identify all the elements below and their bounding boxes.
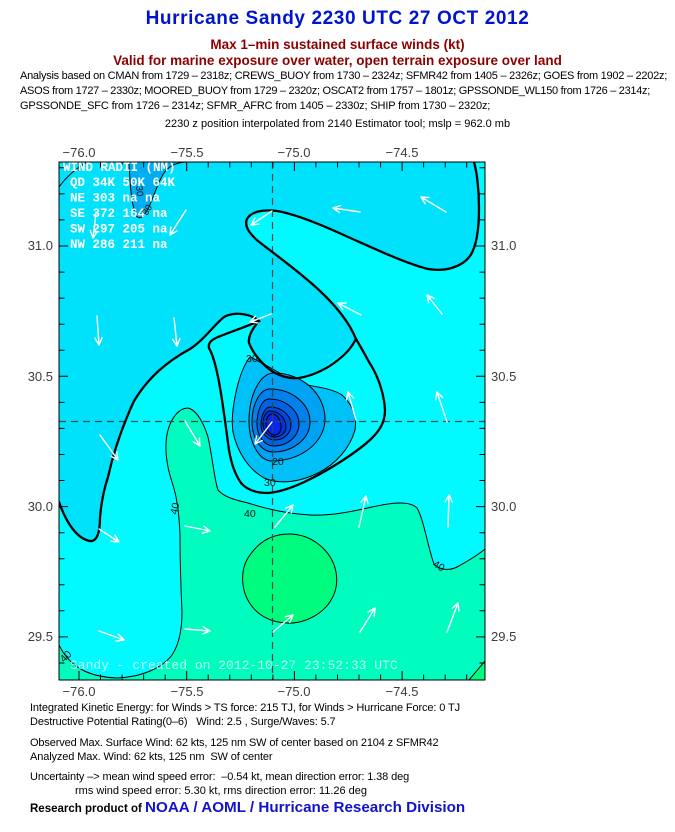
svg-text:QD 34K 50K 64K: QD 34K 50K 64K (70, 176, 176, 190)
svg-text:31.0: 31.0 (491, 238, 516, 253)
svg-text:Sandy - created on 2012-10-27: Sandy - created on 2012-10-27 23:52:33 U… (70, 658, 398, 673)
svg-text:WIND RADII (NM): WIND RADII (NM) (63, 161, 176, 175)
svg-text:−76.0: −76.0 (63, 145, 96, 160)
svg-text:SE 372 164 na: SE 372 164 na (70, 207, 168, 221)
svg-text:31.0: 31.0 (28, 238, 53, 253)
svg-text:30.0: 30.0 (28, 499, 53, 514)
svg-text:NW 286 211 na: NW 286 211 na (70, 238, 168, 252)
svg-text:−74.5: −74.5 (386, 145, 419, 160)
svg-text:40: 40 (168, 502, 182, 516)
svg-text:SW 297 205 na: SW 297 205 na (70, 223, 168, 237)
svg-text:30: 30 (246, 353, 258, 365)
svg-text:40: 40 (431, 558, 447, 574)
svg-text:−75.0: −75.0 (278, 684, 311, 699)
svg-text:−74.5: −74.5 (386, 684, 419, 699)
svg-text:−75.0: −75.0 (278, 145, 311, 160)
svg-text:−75.5: −75.5 (171, 145, 204, 160)
svg-text:NE 303 na na: NE 303 na na (70, 192, 161, 206)
svg-text:30: 30 (140, 203, 155, 218)
svg-text:−75.5: −75.5 (171, 684, 204, 699)
svg-text:30.5: 30.5 (28, 369, 53, 384)
svg-text:29.5: 29.5 (28, 629, 53, 644)
svg-text:30.0: 30.0 (491, 499, 516, 514)
svg-text:30.5: 30.5 (491, 369, 516, 384)
svg-text:30: 30 (133, 185, 145, 196)
svg-text:30: 30 (264, 477, 276, 489)
svg-text:−76.0: −76.0 (63, 684, 96, 699)
svg-text:40: 40 (244, 508, 256, 520)
svg-text:20: 20 (272, 456, 284, 468)
svg-text:29.5: 29.5 (491, 629, 516, 644)
